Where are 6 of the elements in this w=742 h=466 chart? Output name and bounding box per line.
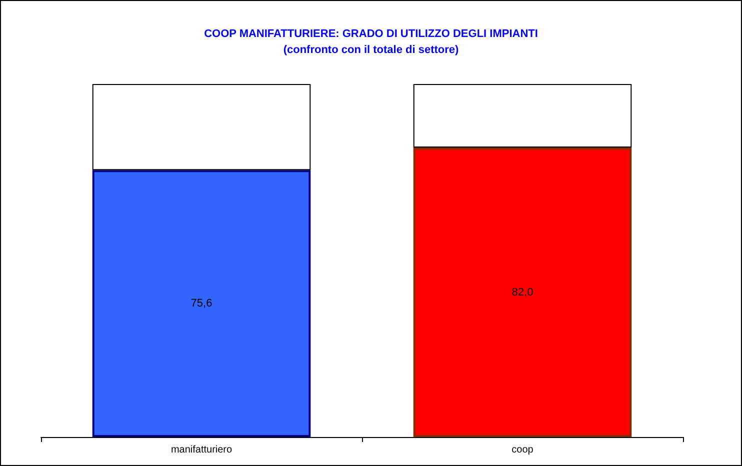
data-label: 75,6 xyxy=(190,298,212,310)
chart-subtitle: (confronto con il totale di settore) xyxy=(283,44,460,56)
x-tick-label: coop xyxy=(512,444,534,456)
data-label: 82,0 xyxy=(512,286,534,298)
chart-title: COOP MANIFATTURIERE: GRADO DI UTILIZZO DEGLI IMPIANTI xyxy=(204,28,538,40)
x-tick-label: manifatturiero xyxy=(170,444,233,456)
